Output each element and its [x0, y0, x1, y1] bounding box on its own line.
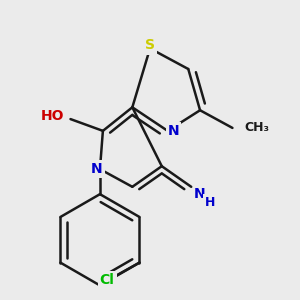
- Text: CH₃: CH₃: [244, 122, 269, 134]
- Text: N: N: [168, 124, 179, 138]
- Text: N: N: [91, 162, 103, 176]
- Text: HO: HO: [41, 109, 64, 123]
- Text: N: N: [194, 187, 206, 201]
- Text: S: S: [145, 38, 155, 52]
- Text: Cl: Cl: [100, 273, 115, 287]
- Text: H: H: [205, 196, 215, 208]
